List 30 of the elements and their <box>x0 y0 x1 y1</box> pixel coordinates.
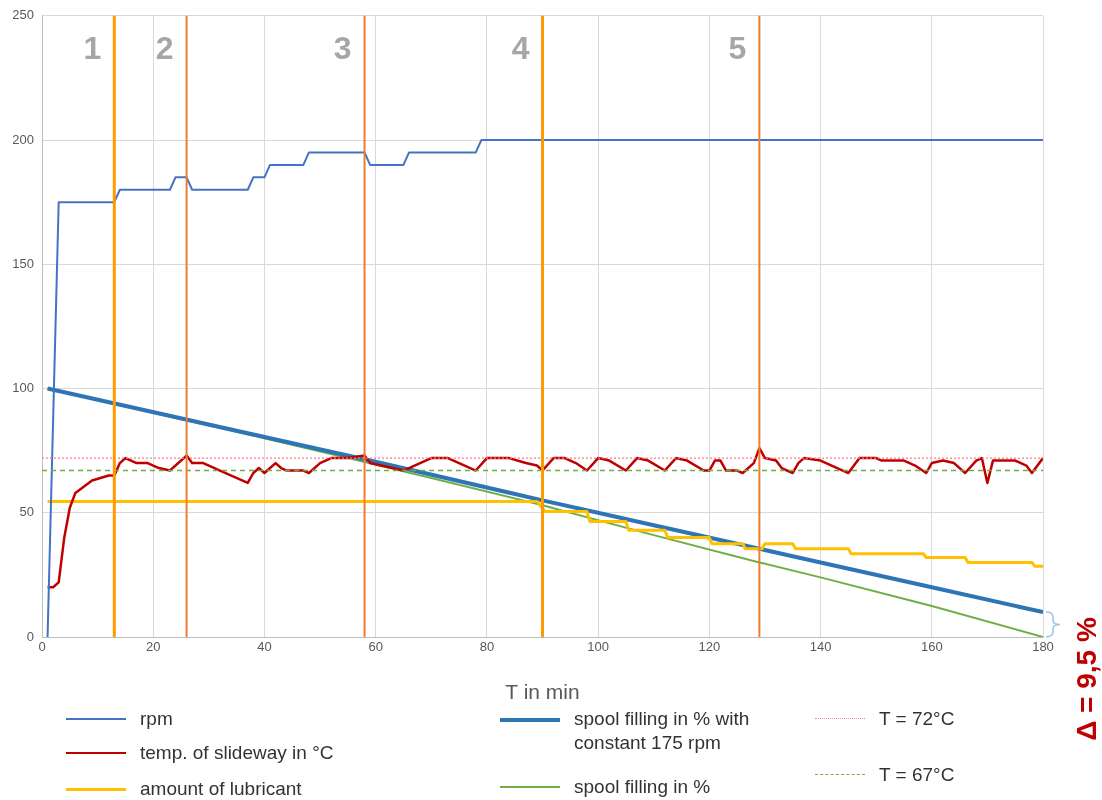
annotation: 5 <box>728 30 747 67</box>
x-tick-label: 60 <box>368 639 383 655</box>
annotation: 1 <box>83 30 102 67</box>
x-axis-title: T in min <box>505 680 580 704</box>
legend-label: amount of lubricant <box>140 777 303 800</box>
x-tick-label: 20 <box>145 639 161 655</box>
x-tick-label: 160 <box>920 639 943 655</box>
y-tick-label: 150 <box>12 255 34 271</box>
x-tick-label: 0 <box>38 639 46 655</box>
x-tick-label: 140 <box>809 639 832 655</box>
y-tick-label: 100 <box>12 380 34 396</box>
annotation: 2 <box>155 30 174 67</box>
x-tick-label: 180 <box>1032 639 1054 655</box>
x-tick-label: 80 <box>479 639 495 655</box>
y-tick-label: 250 <box>12 7 34 23</box>
y-tick-label: 200 <box>12 131 34 147</box>
legend-label: spool filling in % <box>574 775 712 799</box>
text: Δ = 9,5 % <box>1070 617 1102 741</box>
x-tick-label: 100 <box>587 639 609 655</box>
x-tick-label: 40 <box>257 639 272 655</box>
legend-label: T = 72°C <box>879 708 955 729</box>
legend-label: rpm <box>140 707 174 731</box>
legend-label: spool filling in % with constant 175 rpm <box>574 707 751 755</box>
legend-label: T = 67°C <box>879 763 956 787</box>
legend-label: temp. of slideway in °C <box>140 741 335 765</box>
annotation: 4 <box>511 30 530 67</box>
y-tick-label: 0 <box>26 628 34 644</box>
annotation: 3 <box>333 30 352 67</box>
x-tick-label: 120 <box>698 639 721 655</box>
y-tick-label: 50 <box>19 504 34 520</box>
